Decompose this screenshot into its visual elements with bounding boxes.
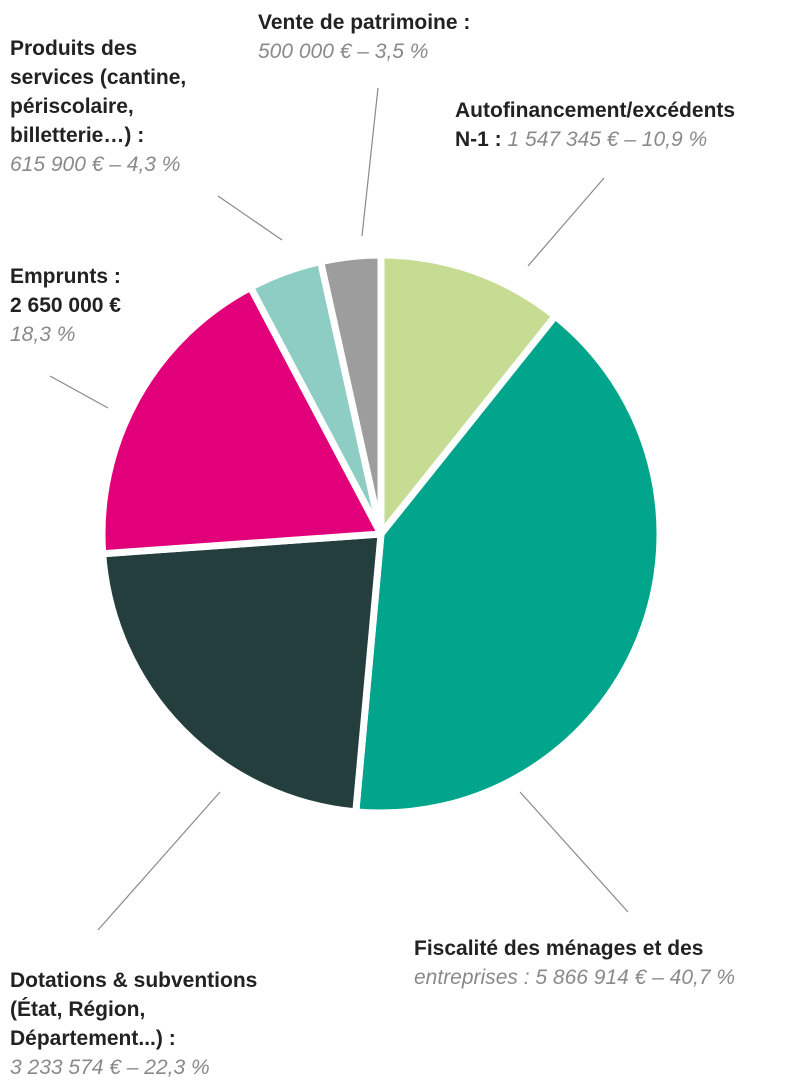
leader-line-vente xyxy=(361,87,379,237)
label-produits-value: 615 900 € – 4,3 % xyxy=(10,153,181,176)
label-dotations-line2: (État, Région, xyxy=(10,998,146,1021)
pie-slice-fiscalite xyxy=(352,312,664,817)
pie-slice-dotations xyxy=(99,530,385,816)
pie-slice-emprunts xyxy=(98,283,385,558)
pie-slices xyxy=(98,251,664,817)
leader-line-fiscalite xyxy=(519,791,629,913)
label-autofin: Autofinancement/excédents N-1 : 1 547 34… xyxy=(455,96,735,154)
pie-slice-vente xyxy=(317,251,385,538)
leader-line-autofin xyxy=(527,177,605,267)
label-emprunts-line1: Emprunts : xyxy=(10,265,121,288)
leader-lines xyxy=(49,87,629,931)
pie-slice-autofin xyxy=(377,251,559,538)
label-dotations-value: 3 233 574 € – 22,3 % xyxy=(10,1056,210,1079)
label-fiscalite-value: entreprises : 5 866 914 € – 40,7 % xyxy=(414,966,736,989)
label-autofin-value: 1 547 345 € – 10,9 % xyxy=(507,128,708,151)
label-produits: Produits des services (cantine, périscol… xyxy=(10,34,186,179)
label-fiscalite-line1: Fiscalité des ménages et des xyxy=(414,937,704,960)
leader-line-produits xyxy=(217,195,283,241)
label-emprunts-value: 18,3 % xyxy=(10,323,76,346)
leader-line-dotations xyxy=(97,791,221,931)
label-produits-line4: billetterie…) : xyxy=(10,124,145,147)
leader-line-emprunts xyxy=(49,375,109,409)
label-autofin-line1: Autofinancement/excédents xyxy=(455,99,736,122)
label-fiscalite: Fiscalité des ménages et des entreprises… xyxy=(414,934,735,992)
label-produits-line3: périscolaire, xyxy=(10,95,134,118)
label-produits-line1: Produits des xyxy=(10,37,138,60)
label-vente-title: Vente de patrimoine : xyxy=(258,11,471,34)
label-dotations-line1: Dotations & subventions xyxy=(10,969,258,992)
label-autofin-line2: N-1 : xyxy=(455,128,502,151)
label-dotations: Dotations & subventions (État, Région, D… xyxy=(10,966,257,1082)
label-vente-value: 500 000 € – 3,5 % xyxy=(258,40,429,63)
label-emprunts: Emprunts : 2 650 000 € 18,3 % xyxy=(10,262,121,349)
label-emprunts-line2: 2 650 000 € xyxy=(10,294,121,317)
label-vente: Vente de patrimoine : 500 000 € – 3,5 % xyxy=(258,8,470,66)
label-dotations-line3: Département...) : xyxy=(10,1027,176,1050)
label-produits-line2: services (cantine, xyxy=(10,66,187,89)
